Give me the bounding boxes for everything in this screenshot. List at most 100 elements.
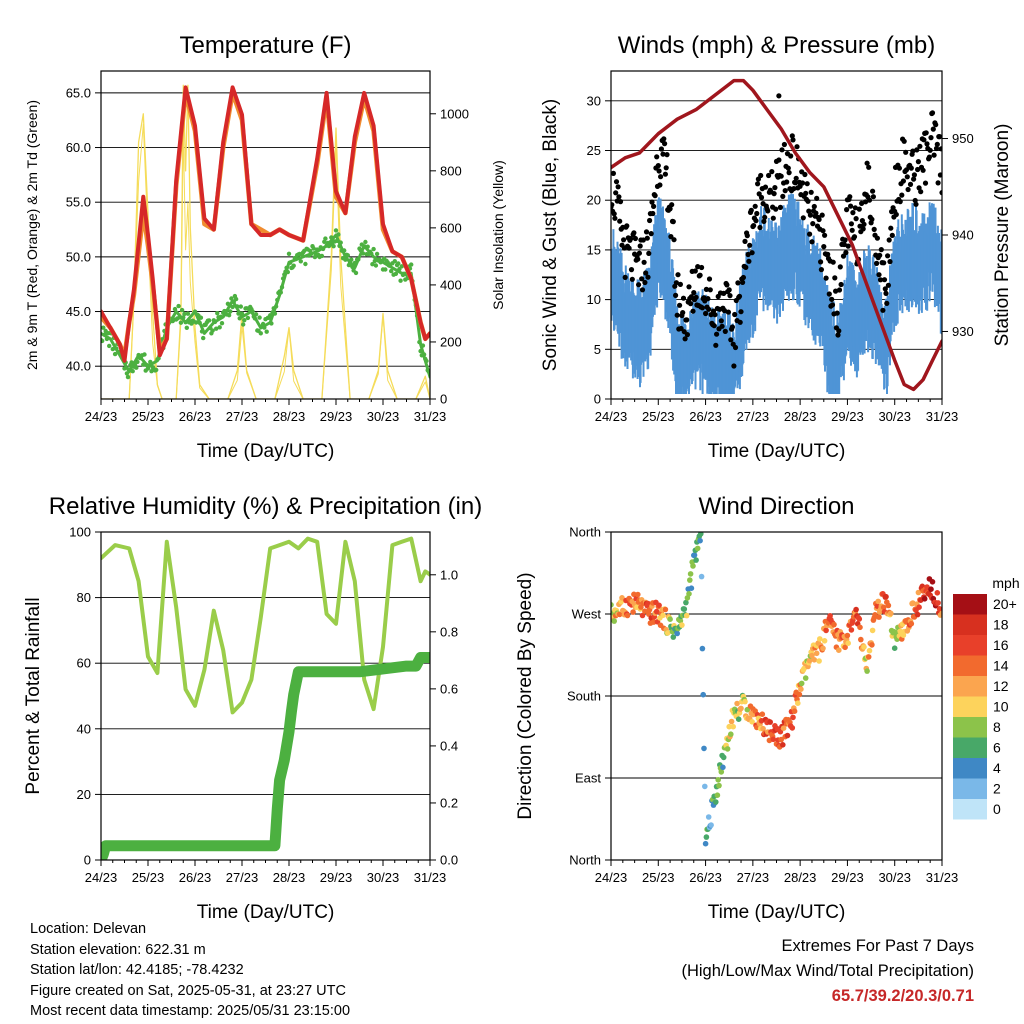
- wind-gust-point: [671, 237, 677, 243]
- wind-direction-point: [653, 608, 660, 615]
- wind-gust-point: [664, 152, 670, 158]
- wind-direction-point: [865, 654, 872, 660]
- dewpoint-point: [272, 311, 278, 316]
- colorbar-label: 16: [993, 637, 1009, 653]
- wind-gust-point: [913, 201, 919, 207]
- wind-direction-point: [713, 799, 719, 805]
- dewpoint-point: [278, 290, 283, 295]
- dewpoint-point: [399, 264, 404, 269]
- wind-gust-point: [826, 291, 832, 297]
- wind-direction-point: [728, 731, 734, 737]
- wind-gust-point: [628, 267, 635, 273]
- x-axis-label: Time (Day/UTC): [708, 441, 846, 462]
- wind-direction-point: [921, 596, 928, 602]
- wind-gust-point: [830, 259, 836, 265]
- y2-tick-label: 400: [440, 277, 462, 292]
- colorbar-label: 10: [993, 699, 1009, 715]
- y2-tick-label: 950: [952, 131, 974, 146]
- dewpoint-point: [135, 359, 140, 365]
- x-tick-label: 28/23: [273, 409, 306, 424]
- dewpoint-point: [298, 259, 303, 264]
- wind-direction-point: [759, 711, 766, 717]
- wind-gust-point: [819, 212, 825, 218]
- wind-gust-point: [835, 332, 841, 338]
- wind-gust-point: [933, 145, 940, 152]
- dewpoint-point: [293, 256, 299, 262]
- wind-direction-point: [929, 579, 936, 585]
- wind-gust-point: [742, 238, 748, 244]
- wind-gust-point: [711, 323, 717, 329]
- wind-gust-point: [762, 184, 769, 190]
- wind-direction-point: [885, 602, 892, 609]
- dewpoint-point: [258, 331, 263, 336]
- wind-gust-point: [612, 215, 618, 221]
- wind-direction-point: [660, 612, 666, 619]
- wind-direction-point: [836, 647, 842, 653]
- y-tick-label: 5: [594, 342, 601, 357]
- wind-gust-point: [810, 221, 816, 227]
- y2-tick-label: 940: [952, 228, 974, 243]
- wind-gust-point: [793, 175, 799, 181]
- wind-direction-point: [702, 783, 708, 790]
- wind-gust-point: [646, 250, 652, 256]
- y-tick-label: 60: [77, 656, 91, 671]
- wind-gust-point: [706, 306, 712, 312]
- wind-gust-point: [816, 216, 822, 223]
- dewpoint-point: [373, 263, 379, 268]
- dewpoint-point: [245, 315, 251, 321]
- wind-gust-point: [861, 221, 867, 227]
- wind-gust-point: [845, 243, 851, 249]
- wind-gust-point: [786, 170, 792, 176]
- wind-gust-point: [655, 163, 661, 169]
- y2-tick-label: 0.4: [440, 738, 458, 753]
- wind-gust-point: [751, 223, 757, 229]
- y2-axis-label: Station Pressure (Maroon): [992, 124, 1013, 347]
- x-tick-label: 25/23: [132, 870, 165, 885]
- wind-gust-point: [928, 135, 934, 141]
- dewpoint-point: [275, 297, 280, 303]
- wind-gust-point: [842, 237, 848, 243]
- wind-gust-point: [853, 216, 859, 222]
- wind-direction-point: [656, 602, 662, 609]
- dewpoint-point: [291, 263, 296, 268]
- y2-tick-label: 930: [952, 324, 974, 339]
- wind-direction-point: [683, 612, 690, 619]
- wind-direction-point: [720, 764, 726, 771]
- wind-gust-point: [611, 211, 617, 217]
- dewpoint-point: [349, 257, 354, 262]
- y-axis-label: 2m & 9m T (Red, Orange) & 2m Td (Green): [24, 100, 40, 370]
- wind-gust-point: [851, 234, 858, 240]
- wind-direction-point: [811, 657, 818, 663]
- x-tick-label: 24/23: [85, 409, 118, 424]
- colorbar-swatch: [953, 614, 987, 635]
- speed-colorbar: mph 20+ 18 16 14 12 10 8 6 4 2 0: [953, 575, 1020, 820]
- wind-gust-point: [658, 174, 664, 180]
- wind-direction-point: [749, 719, 755, 725]
- wind-direction-point: [730, 723, 736, 730]
- wind-gust-point: [699, 264, 705, 271]
- wind-gust-point: [761, 218, 767, 224]
- dewpoint-point: [338, 240, 343, 245]
- wind-gust-point: [871, 226, 877, 232]
- wind-gust-point: [640, 237, 646, 243]
- y-tick-label: 15: [587, 242, 601, 257]
- x-tick-label: 27/23: [226, 409, 259, 424]
- x-tick-label: 24/23: [85, 870, 118, 885]
- dewpoint-point: [178, 320, 184, 325]
- colorbar-label: 2: [993, 781, 1001, 797]
- wind-gust-point: [805, 198, 811, 204]
- wind-gust-point: [866, 197, 873, 203]
- wind-gust-point: [883, 290, 889, 296]
- colorbar-swatch: [953, 799, 987, 820]
- wind-direction-point: [790, 714, 796, 721]
- dewpoint-point: [141, 362, 146, 367]
- wind-gust-point: [712, 312, 718, 318]
- wind-gust-point: [743, 264, 749, 270]
- x-tick-label: 26/23: [689, 409, 722, 424]
- wind-gust-point: [870, 188, 876, 194]
- temperature-2m-series: [101, 85, 430, 363]
- wind-gust-point: [888, 225, 894, 231]
- wind-gust-point: [746, 258, 752, 264]
- wind-direction-point: [679, 622, 685, 628]
- wind-gust-point: [617, 199, 624, 205]
